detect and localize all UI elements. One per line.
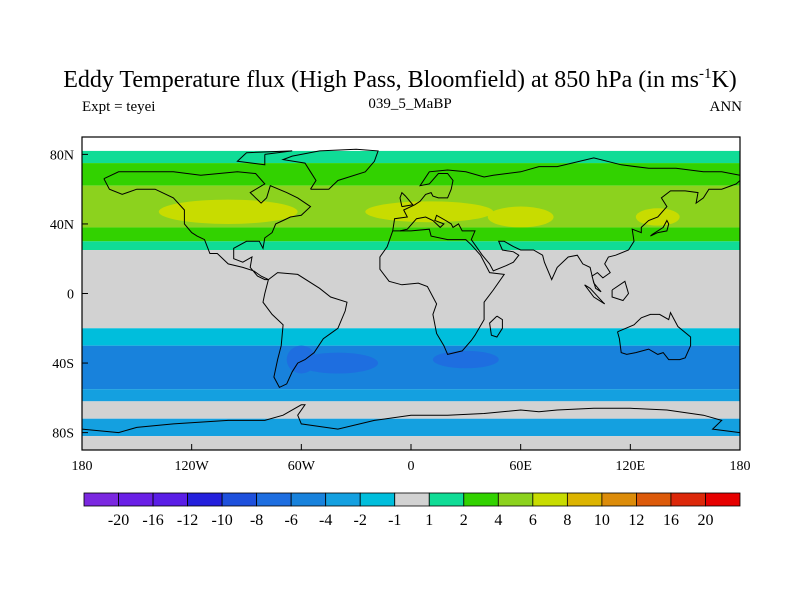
colorbar-label-15: 12 [628, 512, 644, 529]
colorbar-box-1 [118, 492, 154, 507]
y-tick-label-0: 80N [50, 148, 74, 163]
title-exponent: -1 [698, 66, 712, 82]
x-tick-label-1: 120W [175, 459, 210, 474]
x-tick-label-6: 180 [730, 459, 751, 474]
colorbar-label-10: 2 [460, 512, 468, 529]
x-tick-label-3: 0 [408, 459, 415, 474]
field-band-6 [82, 328, 740, 346]
contour-field [82, 150, 740, 450]
field-band-0 [82, 150, 740, 164]
coastline-11 [584, 284, 606, 305]
coastline-10 [399, 191, 414, 208]
subtitle-left: Expt = teyei [82, 99, 156, 115]
colorbar-label-1: -16 [142, 512, 163, 529]
colorbar-box-16 [636, 492, 672, 507]
field-blob-6 [286, 345, 316, 374]
y-tick-label-1: 40N [50, 218, 74, 233]
colorbar-box-3 [187, 492, 223, 507]
field-band-9 [82, 401, 740, 419]
field-band-1 [82, 163, 740, 186]
subtitle-right: ANN [709, 99, 743, 115]
title-main: Eddy Temperature flux (High Pass, Bloomf… [63, 67, 699, 93]
coastline-0 [103, 171, 312, 281]
field-blob-5 [432, 350, 499, 369]
colorbar-label-2: -12 [177, 512, 198, 529]
colorbar-box-11 [463, 492, 499, 507]
colorbar-box-5 [256, 492, 292, 507]
colorbar-label-14: 10 [594, 512, 610, 529]
x-tick-label-4: 60E [509, 459, 532, 474]
coastline-5 [281, 148, 379, 190]
coastlines [82, 148, 740, 434]
coastline-7 [82, 404, 740, 434]
field-blob-1 [365, 201, 494, 223]
colorbar-box-18 [705, 492, 741, 507]
field-blob-0 [158, 199, 298, 224]
coastline-9 [650, 219, 670, 237]
colorbar-box-7 [325, 492, 361, 507]
coastline-6 [617, 311, 692, 361]
field-band-4 [82, 241, 740, 251]
coastline-8 [489, 315, 503, 338]
colorbar-box-4 [221, 492, 258, 507]
colorbar-box-14 [566, 492, 603, 507]
colorbar-box-17 [670, 492, 706, 507]
x-tick-label-5: 120E [616, 459, 646, 474]
y-tick-label-2: 0 [67, 288, 74, 303]
colorbar-box-8 [359, 492, 396, 507]
colorbar: -20 -16 -12 -10 -8 -6 -4 -2 -1 1 2 4 6 8 10 12 16 20 [83, 492, 741, 529]
colorbar-box-0 [83, 492, 119, 507]
colorbar-label-7: -2 [354, 512, 367, 529]
coastline-13 [236, 150, 293, 166]
title-end: K) [711, 67, 737, 93]
y-tick-label-3: 40S [52, 357, 74, 372]
field-blob-2 [487, 206, 554, 228]
field-band-3 [82, 227, 740, 242]
colorbar-label-5: -6 [284, 512, 297, 529]
x-axis: 180 120W 60W 0 60E 120E 180 [72, 444, 751, 474]
field-band-10 [82, 418, 740, 437]
colorbar-label-16: 16 [663, 512, 679, 529]
y-tick-label-4: 80S [52, 427, 74, 442]
colorbar-label-13: 8 [563, 512, 571, 529]
field-band-11 [82, 436, 740, 450]
x-tick-label-0: 180 [72, 459, 93, 474]
colorbar-label-4: -8 [250, 512, 263, 529]
coastline-3 [392, 157, 740, 231]
colorbar-label-8: -1 [388, 512, 401, 529]
chart-title: Eddy Temperature flux (High Pass, Bloomf… [0, 66, 800, 94]
x-tick-label-2: 60W [288, 459, 316, 474]
subtitle-center: 039_5_MaBP [368, 96, 452, 112]
colorbar-label-6: -4 [319, 512, 332, 529]
colorbar-box-6 [290, 492, 327, 507]
colorbar-box-13 [532, 492, 568, 507]
field-blob-4 [297, 352, 379, 374]
field-band-7 [82, 345, 740, 390]
colorbar-box-2 [152, 492, 188, 507]
colorbar-label-9: 1 [425, 512, 433, 529]
y-axis: 80N 40N 0 40S 80S [50, 148, 88, 442]
colorbar-box-9 [394, 492, 430, 507]
coastline-2 [379, 228, 506, 355]
field-band-8 [82, 389, 740, 402]
colorbar-box-15 [601, 492, 637, 507]
colorbar-label-0: -20 [108, 512, 129, 529]
field-band-5 [82, 250, 740, 329]
colorbar-label-3: -10 [211, 512, 232, 529]
colorbar-box-10 [428, 492, 465, 507]
coastline-12 [611, 280, 630, 302]
colorbar-label-17: 20 [697, 512, 713, 529]
coastline-4 [399, 180, 740, 293]
colorbar-box-12 [497, 492, 534, 507]
colorbar-label-11: 4 [494, 512, 502, 529]
coastline-1 [262, 272, 348, 389]
colorbar-label-12: 6 [529, 512, 537, 529]
